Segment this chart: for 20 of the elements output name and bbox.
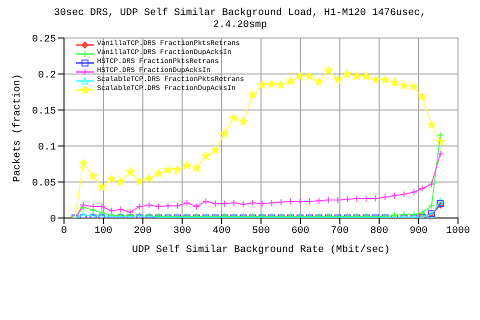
x-tick-label: 400 (212, 226, 231, 238)
x-tick-label: 800 (370, 226, 388, 238)
y-tick-label: 0.05 (32, 178, 56, 190)
x-tick-label: 500 (252, 226, 270, 238)
y-axis-title: Packets (fraction) (12, 74, 24, 182)
y-tick-label: 0.25 (32, 34, 56, 46)
y-tick-label: 0 (50, 214, 56, 226)
x-tick-label: 0 (60, 226, 68, 238)
y-tick-label: 0.15 (32, 106, 56, 118)
y-tick-label: 0.2 (38, 70, 56, 82)
x-tick-label: 200 (134, 226, 152, 238)
x-tick-label: 100 (94, 226, 112, 238)
chart-title: 30sec DRS, UDP Self Similar Background Load, H1-M120 1476usec, 2.4.20smp (52, 8, 428, 32)
x-tick-label: 700 (330, 226, 349, 238)
x-axis-title: UDP Self Similar Background Rate (Mbit/sec) (132, 244, 390, 256)
x-tick-label: 900 (410, 226, 428, 238)
x-tick-label: 1000 (446, 226, 470, 238)
x-tick-label: 600 (291, 226, 310, 238)
x-tick-label: 300 (173, 226, 192, 238)
y-tick-label: 0.1 (38, 142, 56, 154)
